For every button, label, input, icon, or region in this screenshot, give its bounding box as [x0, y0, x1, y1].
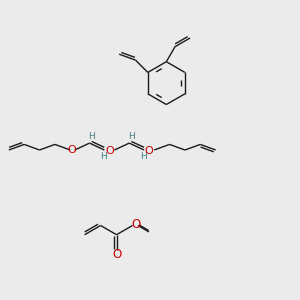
Text: H: H — [100, 152, 107, 161]
Text: O: O — [145, 146, 154, 156]
Text: O: O — [68, 145, 76, 155]
Text: H: H — [88, 132, 95, 141]
Text: O: O — [131, 218, 141, 231]
Text: O: O — [105, 146, 114, 156]
Text: H: H — [140, 152, 147, 161]
Text: O: O — [112, 248, 121, 261]
Text: H: H — [128, 132, 135, 141]
